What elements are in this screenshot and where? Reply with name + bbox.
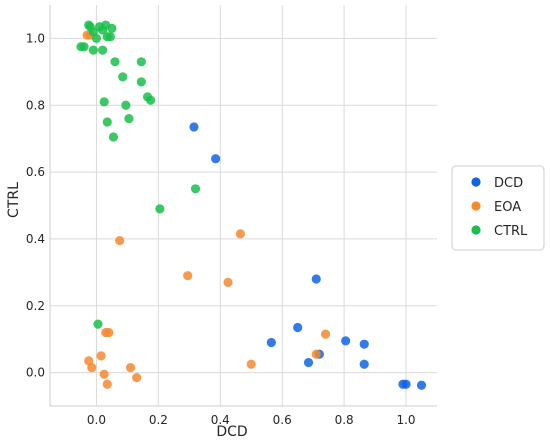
- data-point: [107, 23, 117, 33]
- data-point: [87, 362, 97, 373]
- y-axis-label: CTRL: [6, 182, 22, 218]
- data-point: [359, 359, 369, 369]
- data-point: [293, 322, 303, 333]
- data-point: [115, 235, 125, 246]
- x-tick-label: 0.2: [149, 413, 168, 427]
- data-point: [104, 327, 114, 338]
- data-point: [88, 45, 98, 55]
- data-point: [98, 45, 108, 55]
- y-tick-label: 0.8: [26, 98, 45, 112]
- data-point: [183, 271, 193, 281]
- data-point: [359, 339, 369, 349]
- data-point: [110, 57, 120, 67]
- x-tick-label: 0.6: [273, 413, 292, 427]
- data-point: [266, 337, 276, 348]
- data-point: [136, 77, 146, 87]
- data-point: [121, 100, 131, 110]
- data-point: [124, 114, 134, 124]
- data-point: [146, 95, 156, 105]
- y-tick-labels: 0.0 0.2 0.4 0.6 0.8 1.0: [26, 31, 45, 379]
- legend-marker: [471, 201, 481, 211]
- legend-label: CTRL: [494, 224, 528, 239]
- data-point: [311, 274, 321, 284]
- data-point: [105, 32, 115, 42]
- legend-marker: [471, 225, 481, 235]
- data-point: [132, 372, 142, 383]
- data-point: [320, 329, 331, 339]
- x-tick-label: 0.8: [335, 413, 354, 427]
- x-axis-label: DCD: [216, 424, 247, 440]
- data-point: [125, 362, 136, 373]
- legend-marker: [471, 177, 481, 187]
- data-point: [155, 204, 165, 214]
- data-point: [190, 184, 201, 194]
- data-point: [93, 319, 103, 329]
- data-point: [102, 117, 112, 127]
- data-point: [246, 359, 256, 369]
- data-points: [76, 20, 427, 390]
- legend-label: DCD: [494, 176, 523, 191]
- x-tick-labels: 0.0 0.2 0.4 0.6 0.8 1.0: [87, 413, 416, 427]
- data-point: [136, 57, 146, 67]
- data-point: [79, 42, 89, 52]
- data-point: [102, 379, 112, 389]
- x-tick-label: 0.0: [87, 413, 106, 427]
- y-tick-label: 0.2: [26, 299, 45, 313]
- data-point: [416, 380, 427, 390]
- data-point: [311, 349, 321, 359]
- x-tick-label: 1.0: [396, 413, 415, 427]
- series-dcd: [189, 122, 427, 390]
- data-point: [96, 351, 106, 361]
- y-tick-label: 1.0: [26, 31, 45, 45]
- series-ctrl: [76, 20, 201, 329]
- data-point: [118, 72, 128, 82]
- y-tick-label: 0.4: [26, 232, 45, 246]
- data-point: [189, 122, 199, 132]
- data-point: [303, 357, 314, 368]
- data-point: [223, 277, 233, 287]
- grid: [49, 5, 437, 407]
- legend: DCD EOA CTRL: [451, 165, 545, 251]
- x-tick-label: 0.4: [211, 413, 230, 427]
- data-point: [211, 154, 221, 164]
- data-point: [99, 369, 109, 379]
- data-point: [108, 132, 119, 142]
- data-point: [91, 33, 102, 44]
- legend-label: EOA: [494, 200, 521, 215]
- data-point: [235, 229, 246, 239]
- y-tick-label: 0.0: [26, 366, 45, 380]
- data-point: [341, 336, 351, 346]
- data-point: [401, 379, 411, 389]
- data-point: [99, 97, 109, 107]
- y-tick-label: 0.6: [26, 165, 45, 179]
- series-eoa: [82, 30, 331, 389]
